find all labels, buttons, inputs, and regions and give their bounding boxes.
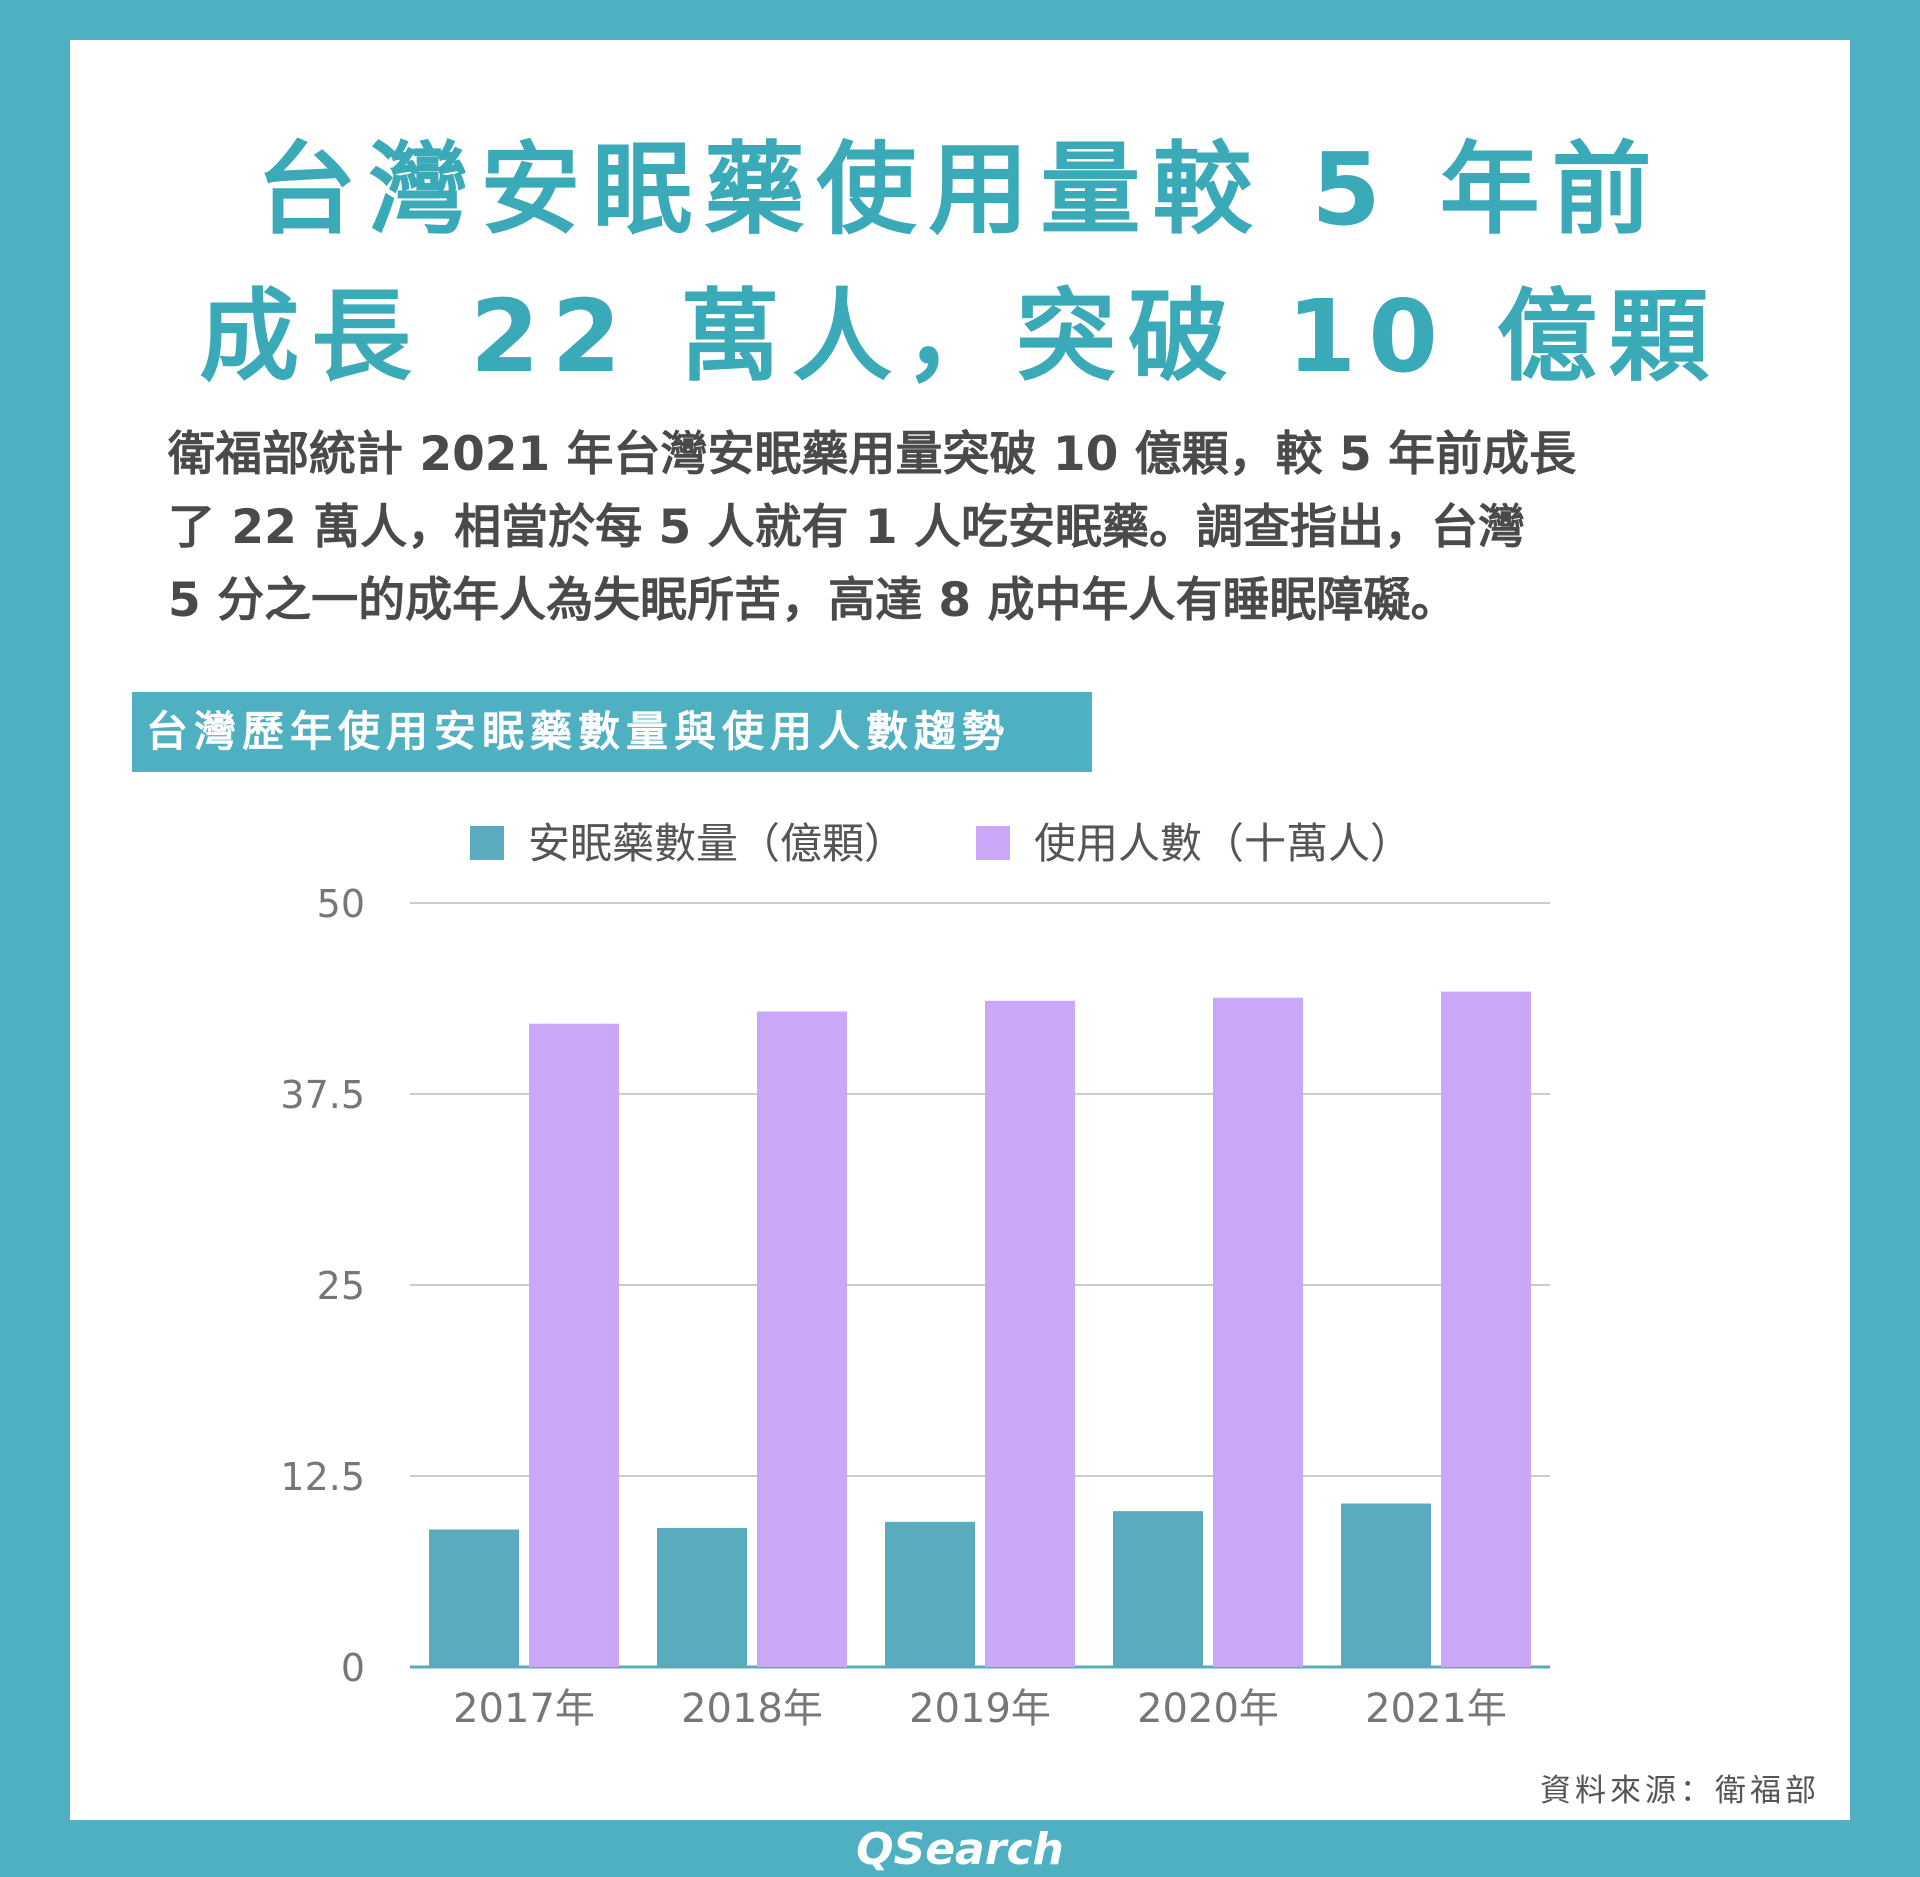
bar-user-count	[1213, 997, 1303, 1667]
y-tick-label: 50	[317, 882, 365, 926]
bar-pill-count	[885, 1521, 975, 1667]
bar-chart: 0 12.5 25 37.5 50 2017年 2018年 2019年 2020年 2021年 安…	[280, 819, 1550, 1732]
bars	[429, 991, 1531, 1667]
bar-pill-count	[429, 1529, 519, 1667]
y-tick-label: 0	[341, 1646, 365, 1690]
headline-line-1: 台灣安眠藥使用量較 5 年前	[256, 131, 1664, 248]
chart-title: 台灣歷年使用安眠藥數量與使用人數趨勢	[132, 692, 1092, 772]
y-tick-label: 25	[317, 1264, 365, 1308]
legend: 安眠藥數量（億顆） 使用人數（十萬人）	[470, 819, 1412, 868]
legend-label-pill-count: 安眠藥數量（億顆）	[528, 819, 906, 868]
brand-logo: QSearch	[856, 1824, 1064, 1875]
legend-label-user-count: 使用人數（十萬人）	[1034, 819, 1412, 868]
bar-user-count	[1441, 991, 1531, 1667]
x-tick-label: 2020年	[1137, 1686, 1279, 1732]
x-tick-label: 2019年	[909, 1686, 1051, 1732]
bar-pill-count	[1113, 1511, 1203, 1667]
headline-line-2: 成長 22 萬人，突破 10 億顆	[199, 278, 1721, 395]
summary-line-1: 衛福部統計 2021 年台灣安眠藥用量突破 10 億顆，較 5 年前成長	[168, 427, 1577, 482]
legend-swatch-user-count	[976, 826, 1010, 860]
data-source: 資料來源：衛福部	[1540, 1773, 1820, 1809]
summary-paragraph: 衛福部統計 2021 年台灣安眠藥用量突破 10 億顆，較 5 年前成長 了 2…	[168, 418, 1788, 637]
bar-pill-count	[1341, 1503, 1431, 1667]
y-tick-label: 12.5	[280, 1455, 365, 1499]
x-tick-label: 2018年	[681, 1686, 823, 1732]
bar-pill-count	[657, 1527, 747, 1667]
x-tick-label: 2017年	[453, 1686, 595, 1732]
legend-swatch-pill-count	[470, 826, 504, 860]
summary-line-2: 了 22 萬人，相當於每 5 人就有 1 人吃安眠藥。調查指出，台灣	[168, 500, 1525, 555]
infographic-card: 台灣安眠藥使用量較 5 年前 成長 22 萬人，突破 10 億顆 衛福部統計 2…	[70, 40, 1850, 1820]
bar-user-count	[757, 1011, 847, 1667]
summary-line-3: 5 分之一的成年人為失眠所苦，高達 8 成中年人有睡眠障礙。	[168, 573, 1458, 628]
axis-labels: 0 12.5 25 37.5 50 2017年 2018年 2019年 2020年 2021年	[280, 882, 1507, 1732]
bar-user-count	[529, 1023, 619, 1667]
x-tick-label: 2021年	[1365, 1686, 1507, 1732]
y-tick-label: 37.5	[280, 1073, 365, 1117]
bar-user-count	[985, 1000, 1075, 1667]
